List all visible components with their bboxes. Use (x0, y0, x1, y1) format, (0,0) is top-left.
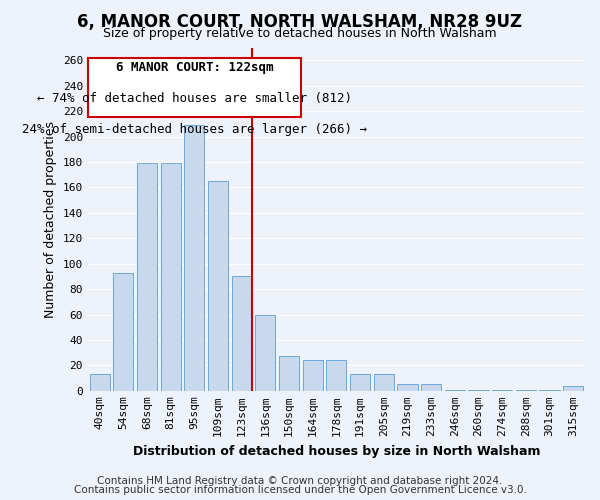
X-axis label: Distribution of detached houses by size in North Walsham: Distribution of detached houses by size … (133, 444, 540, 458)
Bar (208, 181, 228, 391)
Bar (421, 384, 441, 391)
Y-axis label: Number of detached properties: Number of detached properties (44, 120, 57, 318)
Bar (302, 360, 323, 391)
Text: Contains public sector information licensed under the Open Government Licence v3: Contains public sector information licen… (74, 485, 526, 495)
Text: 6, MANOR COURT, NORTH WALSHAM, NR28 9UZ: 6, MANOR COURT, NORTH WALSHAM, NR28 9UZ (77, 12, 523, 30)
Bar (445, 390, 465, 391)
Bar (279, 356, 299, 391)
Bar (256, 314, 275, 391)
Bar (469, 390, 488, 391)
FancyBboxPatch shape (88, 58, 301, 118)
Bar (137, 163, 157, 391)
Bar (563, 386, 583, 391)
Bar (326, 360, 346, 391)
Text: Size of property relative to detached houses in North Walsham: Size of property relative to detached ho… (103, 28, 497, 40)
Bar (232, 276, 252, 391)
Bar (374, 374, 394, 391)
Bar (492, 390, 512, 391)
Text: Contains HM Land Registry data © Crown copyright and database right 2024.: Contains HM Land Registry data © Crown c… (97, 476, 503, 486)
Bar (350, 374, 370, 391)
Bar (161, 163, 181, 391)
Bar (89, 374, 110, 391)
Text: 6 MANOR COURT: 122sqm: 6 MANOR COURT: 122sqm (116, 61, 273, 74)
Bar (184, 125, 205, 391)
Bar (113, 272, 133, 391)
Text: ← 74% of detached houses are smaller (812): ← 74% of detached houses are smaller (81… (37, 92, 352, 105)
Bar (539, 390, 560, 391)
Text: 24% of semi-detached houses are larger (266) →: 24% of semi-detached houses are larger (… (22, 123, 367, 136)
Bar (397, 384, 418, 391)
Bar (516, 390, 536, 391)
